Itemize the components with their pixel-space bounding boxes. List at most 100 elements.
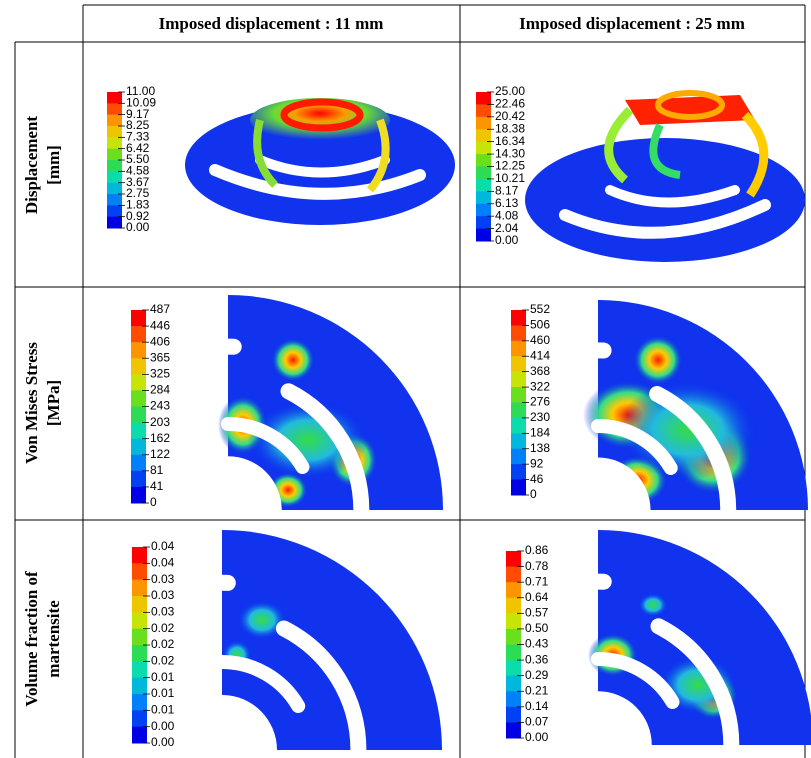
legend-label: 4.08 bbox=[495, 208, 519, 222]
legend-band bbox=[131, 358, 146, 375]
legend-band bbox=[506, 644, 521, 661]
legend-label: 0.50 bbox=[525, 621, 549, 635]
legend-band bbox=[476, 141, 491, 155]
legend-label: 322 bbox=[530, 379, 550, 393]
row-label: Volume fraction of bbox=[22, 571, 41, 707]
legend-label: 0.14 bbox=[525, 699, 549, 713]
legend-band bbox=[132, 677, 147, 695]
legend-label: 14.30 bbox=[495, 146, 525, 160]
legend-band bbox=[107, 205, 122, 218]
legend-label: 0.29 bbox=[525, 668, 549, 682]
legend-label: 406 bbox=[150, 334, 170, 348]
legend-band bbox=[107, 160, 122, 172]
legend-label: 10.09 bbox=[126, 96, 156, 110]
legend-label: 284 bbox=[150, 383, 170, 397]
slot bbox=[275, 620, 367, 758]
legend-label: 325 bbox=[150, 367, 170, 381]
legend-label: 446 bbox=[150, 318, 170, 332]
legend-band bbox=[476, 191, 491, 205]
hole bbox=[598, 457, 651, 510]
legend-label: 2.75 bbox=[126, 186, 150, 200]
legend-label: 6.42 bbox=[126, 141, 150, 155]
legend-label: 460 bbox=[530, 333, 550, 347]
color-legend: 0.04 0.04 0.03 0.03 0.03 0.02 0.02 0.02 0.01 0.01… bbox=[132, 539, 175, 749]
legend-label: 230 bbox=[530, 410, 550, 424]
legend-label: 81 bbox=[150, 463, 164, 477]
legend-band bbox=[511, 371, 526, 388]
legend-label: 5.50 bbox=[126, 152, 150, 166]
legend-label: 4.58 bbox=[126, 164, 150, 178]
legend-band bbox=[506, 660, 521, 677]
legend-label: 487 bbox=[150, 302, 170, 316]
plate bbox=[598, 530, 811, 745]
legend-label: 506 bbox=[530, 318, 550, 332]
legend-band bbox=[511, 417, 526, 434]
legend-label: 20.42 bbox=[495, 109, 525, 123]
legend-label: 0.04 bbox=[151, 539, 175, 553]
legend-label: 2.04 bbox=[495, 221, 519, 235]
legend-label: 365 bbox=[150, 350, 170, 364]
legend-label: 0.04 bbox=[151, 556, 175, 570]
legend-band bbox=[511, 356, 526, 373]
hole bbox=[222, 695, 277, 750]
legend-band bbox=[132, 547, 147, 564]
stress-25mm bbox=[583, 300, 808, 518]
legend-label: 0.02 bbox=[151, 621, 175, 635]
legend-label: 203 bbox=[150, 415, 170, 429]
legend-label: 0.00 bbox=[126, 220, 150, 234]
legend-band bbox=[506, 706, 521, 723]
legend-band bbox=[131, 438, 146, 456]
martensite-11mm bbox=[214, 530, 442, 758]
legend-band bbox=[506, 582, 521, 599]
legend-band bbox=[506, 722, 521, 739]
legend-band bbox=[131, 422, 146, 440]
legend-label: 0 bbox=[530, 487, 537, 501]
legend-band bbox=[132, 628, 147, 646]
slot bbox=[649, 385, 737, 518]
legend-label: 414 bbox=[530, 348, 550, 362]
legend-label: 0.00 bbox=[151, 735, 175, 749]
row-label: Von Mises Stress bbox=[22, 342, 41, 464]
legend-band bbox=[132, 612, 147, 630]
hotspot bbox=[248, 400, 368, 480]
legend-band bbox=[132, 661, 147, 679]
plate bbox=[222, 530, 442, 750]
color-legend: 0.86 0.780.71 0.64 0.570.50 0.430.36 0.290.21… bbox=[506, 543, 549, 744]
hole bbox=[598, 691, 652, 745]
legend-band bbox=[131, 454, 146, 472]
legend-band bbox=[506, 551, 521, 568]
legend-band bbox=[107, 148, 122, 161]
legend-label: 0 bbox=[150, 495, 157, 509]
legend-band bbox=[107, 182, 122, 195]
legend-label: 8.25 bbox=[126, 118, 150, 132]
legend-band bbox=[131, 470, 146, 488]
legend-label: 9.17 bbox=[126, 107, 150, 121]
legend-label: 46 bbox=[530, 472, 544, 486]
legend-label: 138 bbox=[530, 441, 550, 455]
slot bbox=[591, 652, 680, 709]
legend-label: 6.13 bbox=[495, 196, 519, 210]
legend-band bbox=[107, 114, 122, 127]
legend-label: 0.71 bbox=[525, 574, 549, 588]
legend-band bbox=[132, 645, 147, 662]
legend-band bbox=[476, 116, 491, 130]
row-label: Displacement bbox=[22, 116, 41, 215]
legend-label: 0.36 bbox=[525, 652, 549, 666]
legend-label: 3.67 bbox=[126, 175, 150, 189]
legend-label: 12.25 bbox=[495, 159, 525, 173]
row-label: [mm] bbox=[44, 145, 63, 185]
legend-label: 1.83 bbox=[126, 198, 150, 212]
color-legend: 487 446 406 365 325 284 243 203 162 122 81 41 0 bbox=[131, 302, 170, 509]
legend-band bbox=[132, 563, 147, 581]
legend-band bbox=[132, 579, 147, 597]
legend-label: 0.21 bbox=[525, 683, 549, 697]
legend-band bbox=[511, 433, 526, 450]
slot bbox=[280, 383, 370, 518]
legend-band bbox=[131, 406, 146, 424]
color-legend: 11.0010.099.178.257.336.425.504.583.672.… bbox=[107, 84, 156, 234]
martensite-25mm bbox=[588, 530, 811, 753]
legend-band bbox=[107, 137, 122, 150]
legend-label: 162 bbox=[150, 431, 170, 445]
legend-band bbox=[511, 387, 526, 403]
legend-band bbox=[506, 675, 521, 692]
